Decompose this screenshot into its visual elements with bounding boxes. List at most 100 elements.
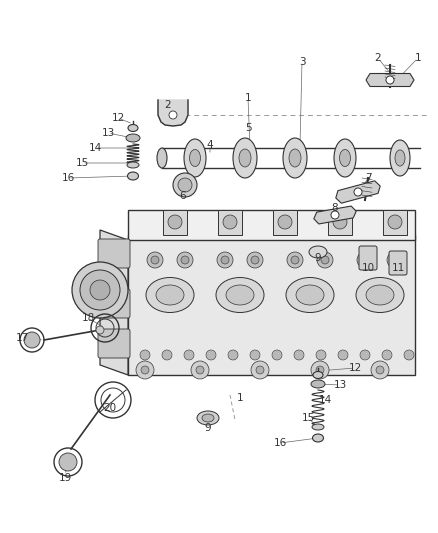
Ellipse shape — [233, 138, 257, 178]
Polygon shape — [314, 206, 356, 224]
FancyBboxPatch shape — [163, 210, 187, 235]
Ellipse shape — [390, 140, 410, 176]
Text: 1: 1 — [415, 53, 421, 63]
Ellipse shape — [128, 125, 138, 132]
Circle shape — [251, 256, 259, 264]
Ellipse shape — [312, 424, 324, 430]
Ellipse shape — [313, 372, 323, 378]
FancyBboxPatch shape — [98, 289, 130, 318]
Circle shape — [316, 366, 324, 374]
Ellipse shape — [184, 139, 206, 177]
Circle shape — [357, 252, 373, 268]
Text: 18: 18 — [81, 313, 95, 323]
Circle shape — [173, 173, 197, 197]
Ellipse shape — [202, 414, 214, 422]
Polygon shape — [158, 100, 188, 126]
Polygon shape — [336, 181, 380, 203]
Circle shape — [287, 252, 303, 268]
Circle shape — [221, 256, 229, 264]
Ellipse shape — [289, 149, 301, 167]
Ellipse shape — [126, 134, 140, 142]
Circle shape — [387, 252, 403, 268]
Ellipse shape — [311, 380, 325, 388]
Polygon shape — [100, 230, 128, 375]
Circle shape — [256, 366, 264, 374]
Ellipse shape — [239, 149, 251, 167]
Ellipse shape — [216, 278, 264, 312]
Text: 8: 8 — [332, 203, 338, 213]
Circle shape — [191, 361, 209, 379]
Circle shape — [376, 366, 384, 374]
Ellipse shape — [366, 285, 394, 305]
FancyBboxPatch shape — [218, 210, 242, 235]
Text: 10: 10 — [361, 263, 374, 273]
Circle shape — [354, 188, 362, 196]
Ellipse shape — [309, 246, 327, 258]
Ellipse shape — [283, 138, 307, 178]
Circle shape — [250, 350, 260, 360]
Circle shape — [168, 215, 182, 229]
Text: 16: 16 — [273, 438, 286, 448]
Circle shape — [386, 76, 394, 84]
Text: 19: 19 — [58, 473, 72, 483]
Circle shape — [181, 256, 189, 264]
Circle shape — [223, 215, 237, 229]
Text: 13: 13 — [101, 128, 115, 138]
Ellipse shape — [127, 172, 138, 180]
Text: 1: 1 — [237, 393, 244, 403]
Text: 2: 2 — [374, 53, 381, 63]
Ellipse shape — [156, 285, 184, 305]
Circle shape — [228, 350, 238, 360]
Text: 17: 17 — [15, 333, 28, 343]
Circle shape — [72, 262, 128, 318]
Circle shape — [178, 178, 192, 192]
Ellipse shape — [157, 148, 167, 168]
Circle shape — [162, 350, 172, 360]
Ellipse shape — [190, 149, 201, 166]
Circle shape — [291, 256, 299, 264]
Circle shape — [184, 350, 194, 360]
Text: 13: 13 — [333, 380, 346, 390]
Polygon shape — [128, 210, 415, 240]
Ellipse shape — [197, 411, 219, 425]
FancyBboxPatch shape — [98, 239, 130, 268]
Text: 16: 16 — [61, 173, 74, 183]
Text: 7: 7 — [365, 173, 371, 183]
Circle shape — [90, 280, 110, 300]
Circle shape — [388, 215, 402, 229]
Circle shape — [316, 350, 326, 360]
Circle shape — [247, 252, 263, 268]
Circle shape — [294, 350, 304, 360]
Circle shape — [333, 215, 347, 229]
Text: 4: 4 — [207, 140, 213, 150]
Text: 14: 14 — [318, 395, 332, 405]
Circle shape — [278, 215, 292, 229]
Text: 15: 15 — [75, 158, 88, 168]
Circle shape — [321, 256, 329, 264]
Ellipse shape — [395, 150, 405, 166]
Text: 9: 9 — [314, 253, 321, 263]
Circle shape — [141, 366, 149, 374]
FancyBboxPatch shape — [359, 246, 377, 270]
Text: 9: 9 — [205, 423, 211, 433]
Circle shape — [169, 111, 177, 119]
Text: 20: 20 — [103, 403, 117, 413]
Circle shape — [404, 350, 414, 360]
FancyBboxPatch shape — [389, 251, 407, 275]
Circle shape — [96, 326, 104, 334]
Text: 14: 14 — [88, 143, 102, 153]
Circle shape — [361, 256, 369, 264]
Circle shape — [136, 361, 154, 379]
Circle shape — [80, 270, 120, 310]
Circle shape — [317, 252, 333, 268]
Ellipse shape — [339, 149, 350, 166]
Circle shape — [206, 350, 216, 360]
Circle shape — [360, 350, 370, 360]
Ellipse shape — [356, 278, 404, 312]
Circle shape — [251, 361, 269, 379]
Circle shape — [371, 361, 389, 379]
Circle shape — [151, 256, 159, 264]
Text: 15: 15 — [301, 413, 314, 423]
Ellipse shape — [312, 434, 324, 442]
Ellipse shape — [127, 162, 139, 168]
